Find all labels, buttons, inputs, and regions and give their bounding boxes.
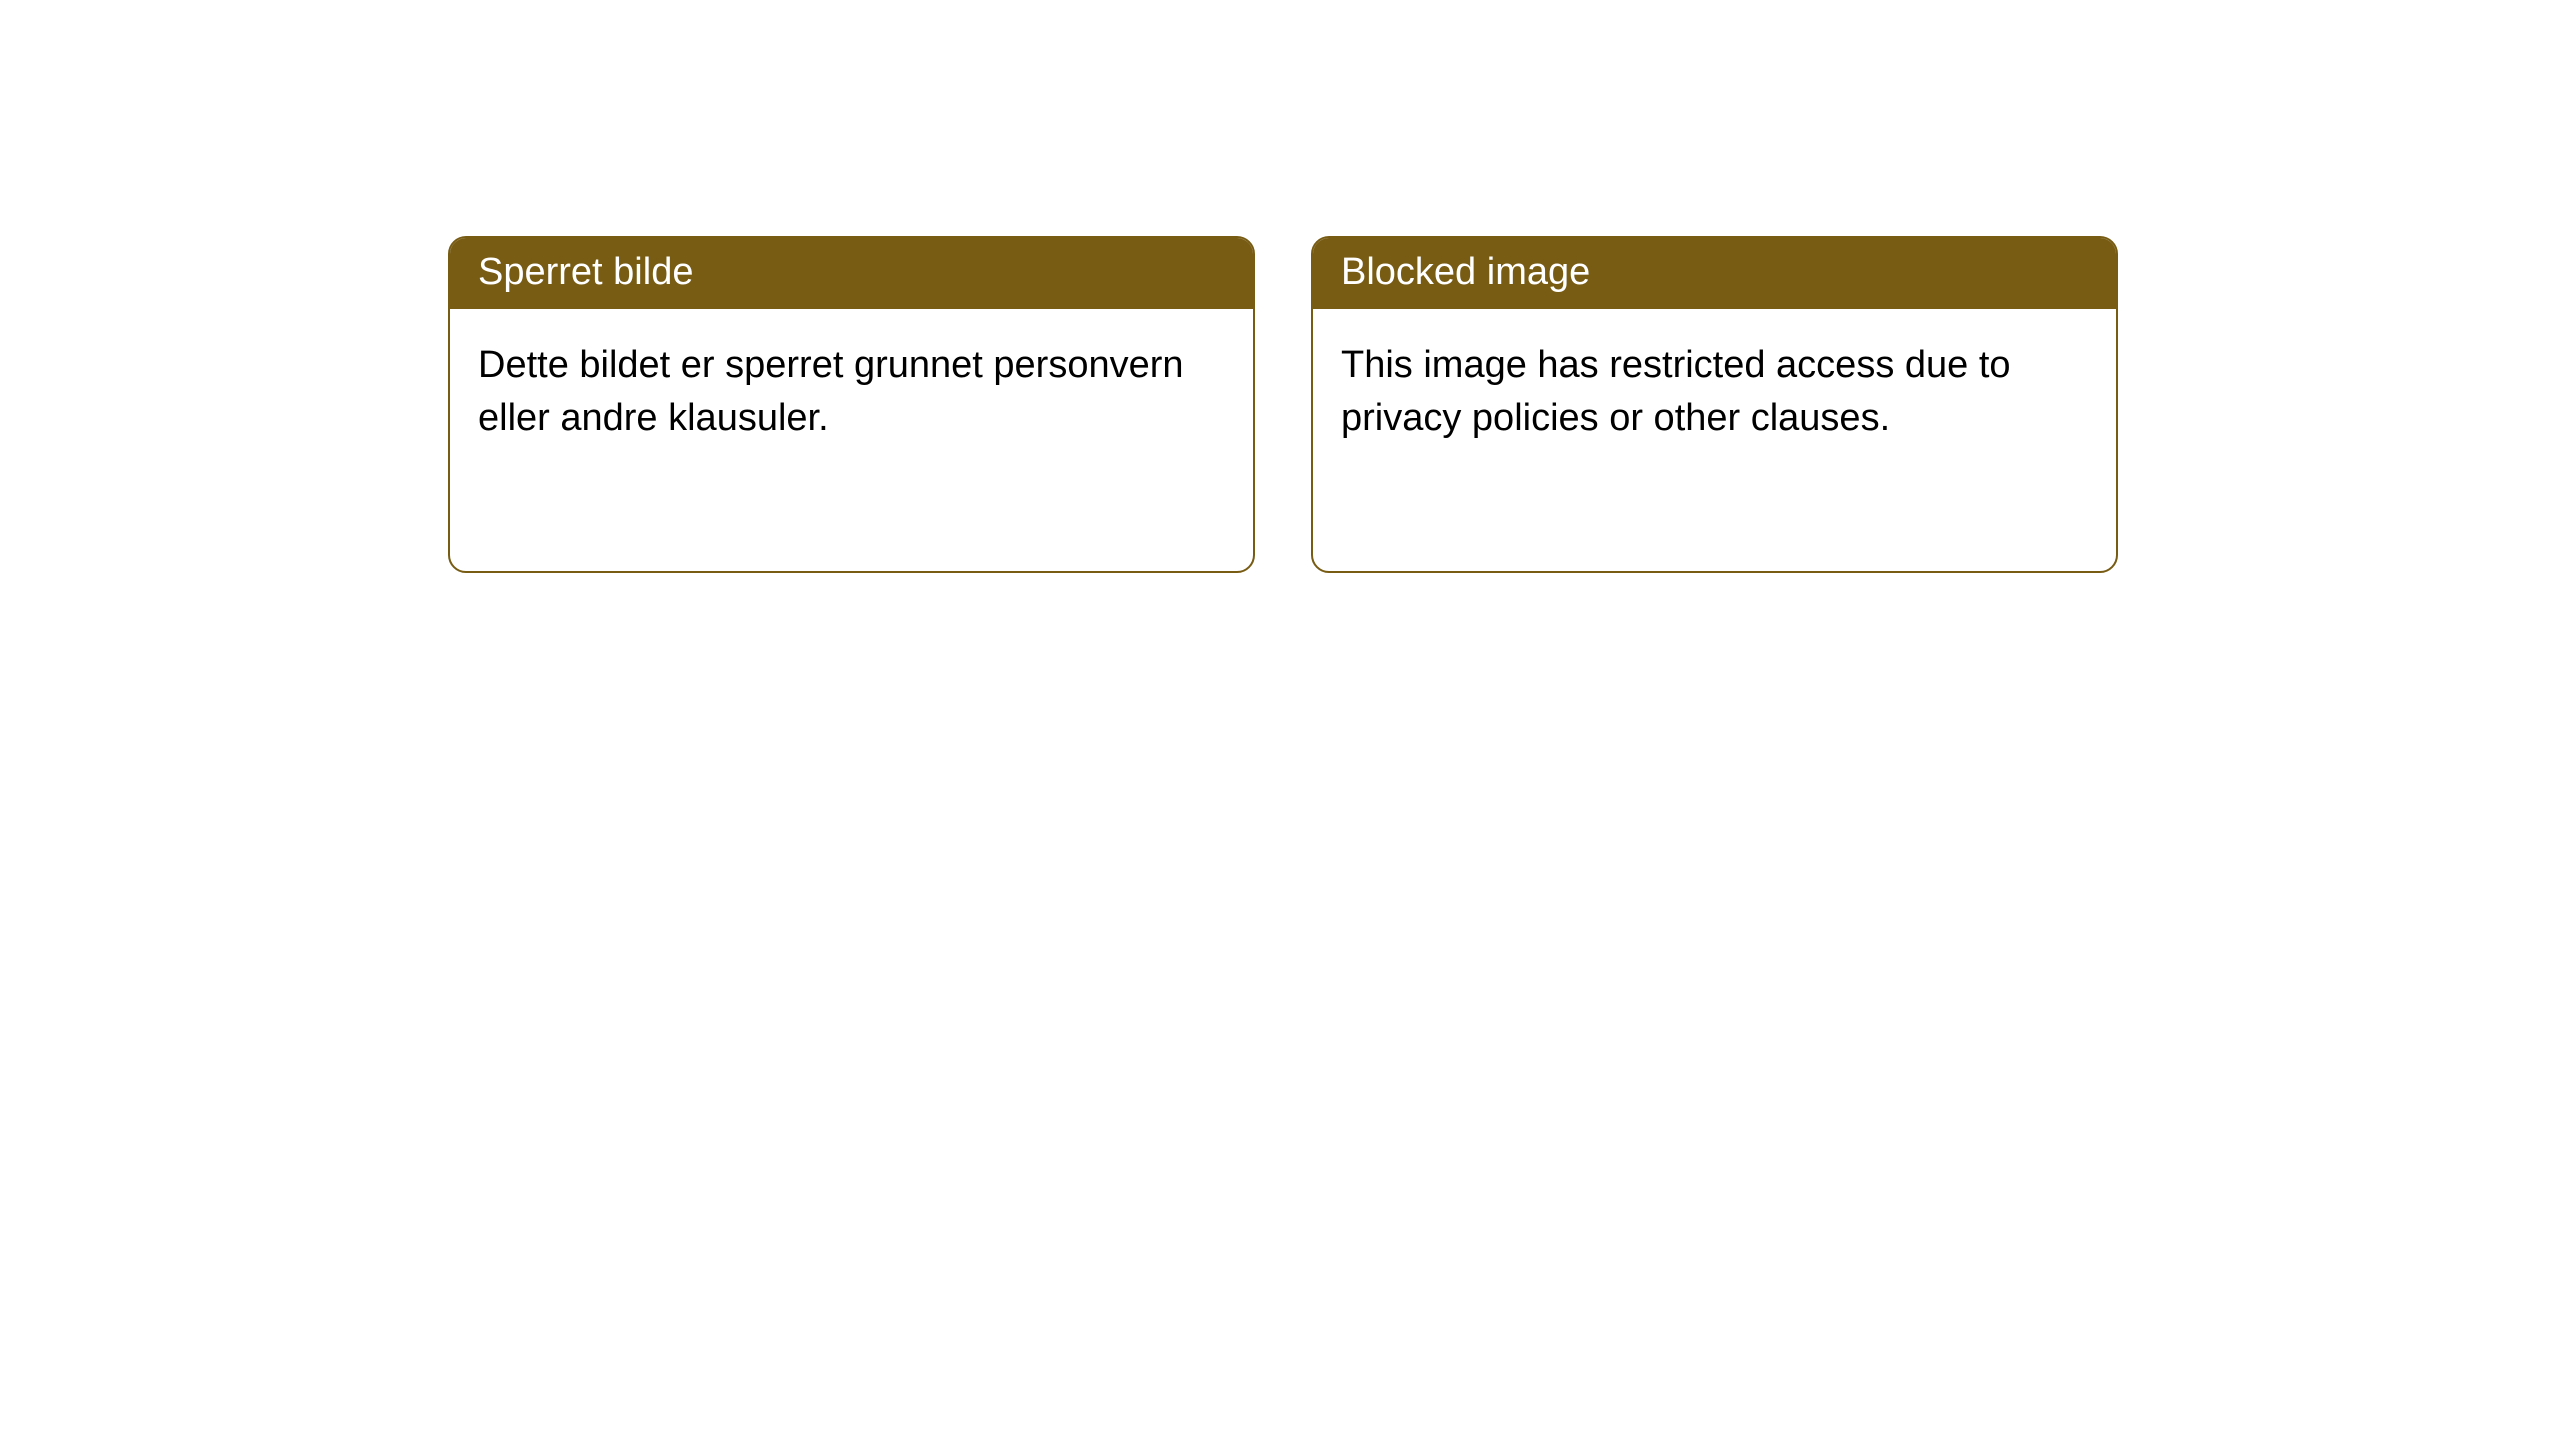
notice-container: Sperret bilde Dette bildet er sperret gr… [0,0,2560,573]
notice-body: Dette bildet er sperret grunnet personve… [450,309,1253,474]
notice-card-norwegian: Sperret bilde Dette bildet er sperret gr… [448,236,1255,573]
notice-title: Blocked image [1313,238,2116,309]
notice-body: This image has restricted access due to … [1313,309,2116,474]
notice-card-english: Blocked image This image has restricted … [1311,236,2118,573]
notice-title: Sperret bilde [450,238,1253,309]
